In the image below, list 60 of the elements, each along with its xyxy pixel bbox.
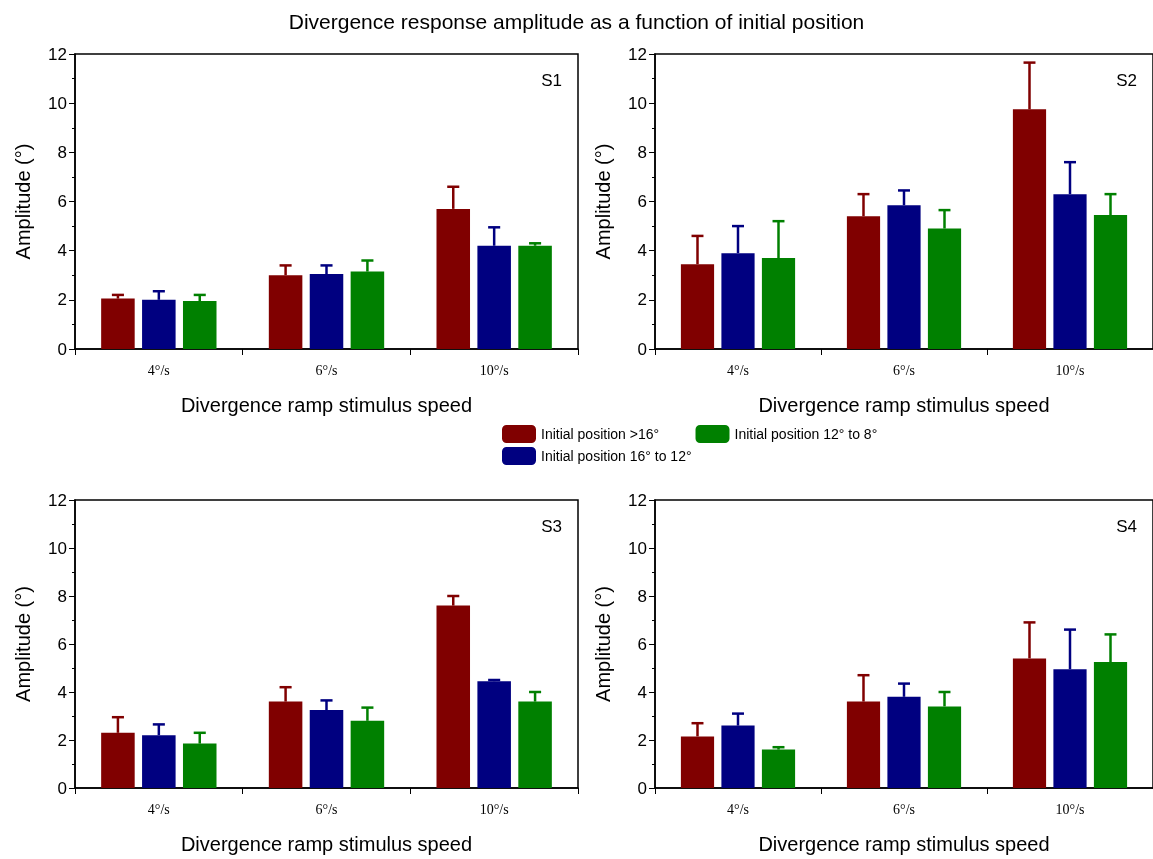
y-tick-label: 6: [637, 634, 647, 654]
bar: [761, 749, 796, 788]
y-tick-label: 4: [57, 682, 67, 702]
annotation: S2: [1116, 71, 1137, 90]
y-tick-label: 6: [57, 192, 67, 211]
y-tick-label: 8: [57, 142, 67, 162]
y-tick-label: 8: [637, 586, 647, 606]
x-tick-label: 10°/s: [1055, 362, 1085, 378]
annotation: S3: [541, 517, 562, 536]
y-tick-label: 12: [48, 490, 67, 510]
y-tick-label: 0: [637, 339, 647, 359]
annotation: S4: [1116, 517, 1137, 536]
y-tick-label: 2: [637, 290, 647, 310]
x-tick-label: 10°/s: [479, 362, 509, 378]
y-axis-title: Amplitude (°): [592, 586, 614, 702]
y-tick-label: 8: [637, 142, 647, 162]
y-tick-label: 12: [628, 490, 647, 510]
x-tick-label: 4°/s: [147, 801, 170, 817]
y-tick-label: 4: [637, 682, 647, 702]
y-axis-title: Amplitude (°): [12, 586, 34, 702]
y-tick-label: 0: [57, 778, 67, 798]
x-axis-title: Divergence ramp stimulus speed: [758, 833, 1050, 855]
bar: [518, 245, 552, 349]
x-tick-label: 4°/s: [147, 362, 170, 378]
y-tick-label: 2: [637, 730, 647, 750]
y-tick-label: 6: [57, 634, 67, 654]
y-tick-label: 10: [628, 93, 647, 113]
annotation: S1: [541, 71, 562, 90]
y-tick-label: 10: [48, 93, 67, 113]
y-tick-label: 4: [57, 241, 67, 261]
x-tick-label: 10°/s: [1055, 801, 1085, 817]
x-axis-title: Divergence ramp stimulus speed: [180, 394, 473, 416]
x-tick-label: 6°/s: [315, 801, 338, 817]
legend-label: Initial position 12° to 8°: [734, 426, 878, 442]
y-tick-label: 12: [628, 44, 647, 64]
y-tick-label: 10: [628, 538, 647, 558]
y-tick-label: 2: [57, 290, 67, 310]
legend-label: Initial position 16° to 12°: [541, 448, 692, 464]
bar: [101, 298, 135, 349]
x-tick-label: 6°/s: [315, 362, 338, 378]
y-tick-label: 0: [637, 778, 647, 798]
x-tick-label: 4°/s: [727, 801, 749, 817]
y-axis-title: Amplitude (°): [12, 143, 34, 260]
x-axis-title: Divergence ramp stimulus speed: [758, 394, 1050, 416]
legend-label: Initial position >16°: [541, 426, 660, 442]
y-tick-label: 12: [48, 44, 67, 64]
x-tick-label: 6°/s: [893, 801, 915, 817]
y-tick-label: 10: [48, 538, 67, 558]
y-tick-label: 8: [57, 586, 67, 606]
y-tick-label: 4: [637, 241, 647, 261]
y-tick-label: 2: [57, 730, 67, 750]
y-tick-label: 6: [637, 192, 647, 211]
y-axis-title: Amplitude (°): [592, 143, 614, 260]
x-tick-label: 10°/s: [479, 801, 509, 817]
chart-title: Divergence response amplitude as a function of initial position: [288, 10, 865, 33]
bar: [477, 681, 511, 788]
x-tick-label: 6°/s: [893, 362, 915, 378]
x-tick-label: 4°/s: [727, 362, 749, 378]
y-tick-label: 0: [57, 339, 67, 359]
x-axis-title: Divergence ramp stimulus speed: [180, 833, 473, 855]
